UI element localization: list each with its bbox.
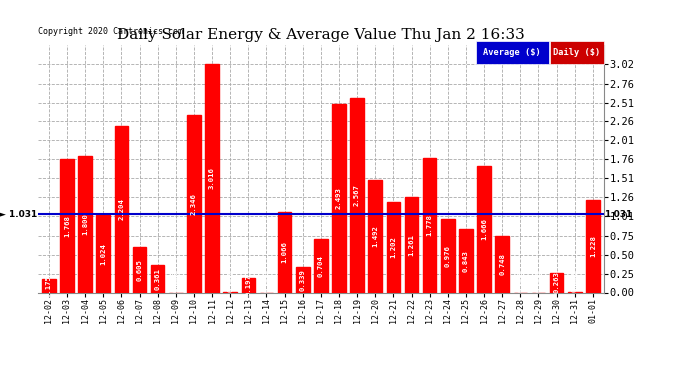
Text: 0.843: 0.843: [463, 250, 469, 272]
Bar: [187, 115, 201, 292]
Text: 1.768: 1.768: [64, 214, 70, 237]
Text: 1.492: 1.492: [372, 225, 378, 247]
Text: 0.605: 0.605: [137, 259, 143, 280]
Bar: [495, 236, 509, 292]
Bar: [441, 219, 455, 292]
Text: 0.197: 0.197: [246, 274, 251, 296]
Text: 2.493: 2.493: [336, 187, 342, 209]
Text: 2.204: 2.204: [119, 198, 124, 220]
Text: 0.000: 0.000: [518, 270, 523, 292]
Text: 0.263: 0.263: [553, 272, 560, 294]
Text: ► 1.031: ► 1.031: [0, 210, 37, 219]
Bar: [115, 126, 128, 292]
Text: 0.000: 0.000: [535, 270, 542, 292]
Text: 1.024: 1.024: [100, 243, 106, 265]
Text: 1.261: 1.261: [408, 234, 415, 256]
Text: Average ($): Average ($): [484, 48, 541, 57]
Text: 1.778: 1.778: [426, 214, 433, 236]
Text: 3.016: 3.016: [209, 167, 215, 189]
Text: 1.066: 1.066: [282, 241, 288, 263]
Bar: [314, 239, 328, 292]
Bar: [42, 279, 56, 292]
Text: 0.748: 0.748: [499, 253, 505, 275]
Text: 1.228: 1.228: [590, 235, 596, 257]
Bar: [332, 104, 346, 292]
Bar: [386, 201, 400, 292]
Text: 1.800: 1.800: [82, 213, 88, 236]
Bar: [296, 267, 310, 292]
Text: Daily ($): Daily ($): [553, 48, 600, 57]
Text: 2.346: 2.346: [191, 193, 197, 214]
Bar: [405, 197, 418, 292]
Bar: [368, 180, 382, 292]
Text: 0.003: 0.003: [572, 270, 578, 292]
Bar: [205, 64, 219, 292]
Bar: [423, 158, 437, 292]
Bar: [477, 166, 491, 292]
Bar: [132, 247, 146, 292]
Text: 0.000: 0.000: [172, 270, 179, 292]
Bar: [78, 156, 92, 292]
Text: 0.000: 0.000: [264, 270, 270, 292]
Text: 0.704: 0.704: [318, 255, 324, 277]
Bar: [459, 229, 473, 292]
Text: 0.175: 0.175: [46, 275, 52, 297]
Text: 1.202: 1.202: [391, 236, 396, 258]
Bar: [550, 273, 564, 292]
Text: 0.361: 0.361: [155, 268, 161, 290]
Text: 1.031: 1.031: [604, 210, 632, 219]
Bar: [151, 265, 164, 292]
Bar: [586, 200, 600, 292]
Text: Copyright 2020 Cartronics.com: Copyright 2020 Cartronics.com: [38, 27, 183, 36]
Text: 2.567: 2.567: [354, 184, 360, 206]
Text: 1.666: 1.666: [481, 219, 487, 240]
Bar: [60, 159, 74, 292]
Bar: [351, 98, 364, 292]
Bar: [97, 215, 110, 292]
Title: Daily Solar Energy & Average Value Thu Jan 2 16:33: Daily Solar Energy & Average Value Thu J…: [117, 28, 524, 42]
Bar: [278, 212, 291, 292]
Bar: [241, 278, 255, 292]
Text: 0.976: 0.976: [445, 244, 451, 267]
Text: 0.001: 0.001: [227, 270, 233, 292]
Text: 0.339: 0.339: [299, 269, 306, 291]
